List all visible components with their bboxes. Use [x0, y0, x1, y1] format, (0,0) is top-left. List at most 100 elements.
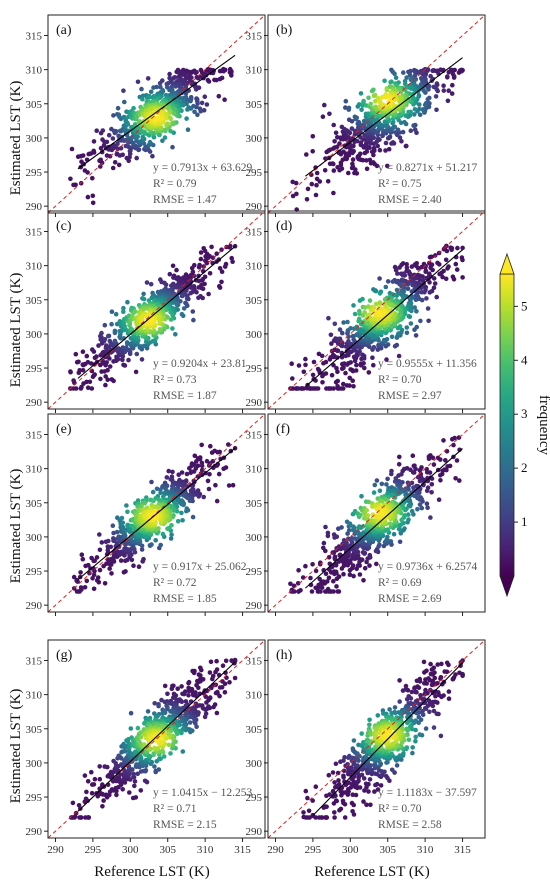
scatter-point-22 — [346, 170, 351, 176]
scatter-point-21 — [458, 663, 463, 669]
scatter-point-159 — [356, 778, 361, 784]
scatter-point-5 — [301, 810, 306, 815]
scatter-point-114 — [336, 778, 341, 783]
scatter-point-150 — [331, 122, 337, 128]
scatter-point-72 — [367, 157, 373, 163]
scatter-point-11 — [314, 182, 319, 188]
x-tick-label: 295 — [85, 844, 102, 856]
scatter-point-301 — [371, 128, 377, 133]
scatter-point-83 — [217, 693, 222, 699]
scatter-point-224 — [131, 771, 136, 777]
scatter-point-358 — [124, 503, 129, 508]
scatter-point-211 — [139, 547, 145, 552]
scatter-point-470 — [168, 317, 174, 322]
scatter-point-18 — [322, 168, 328, 173]
scatter-point-142 — [416, 685, 422, 690]
scatter-point-391 — [408, 321, 414, 326]
scatter-point-119 — [419, 264, 424, 270]
scatter-point-93 — [427, 677, 433, 683]
scatter-point-168 — [410, 470, 416, 475]
y-tick-label: 310 — [26, 261, 43, 273]
scatter-point-101 — [348, 367, 353, 372]
scatter-point-273 — [122, 99, 127, 105]
scatter-point-240 — [342, 755, 347, 760]
scatter-point-33 — [331, 386, 336, 391]
y-tick-label: 305 — [246, 295, 263, 307]
scatter-point-72 — [350, 378, 356, 384]
scatter-point-251 — [107, 338, 113, 344]
scatter-point-236 — [111, 113, 116, 118]
scatter-point-219 — [113, 129, 119, 134]
scatter-point-390 — [175, 518, 181, 524]
scatter-point-230 — [438, 733, 444, 739]
scatter-point-71 — [428, 671, 434, 677]
scatter-point-86 — [337, 141, 342, 146]
scatter-point-444 — [385, 491, 390, 496]
scatter-point-36 — [227, 680, 232, 685]
scatter-point-477 — [361, 98, 366, 104]
scatter-point-53 — [323, 571, 329, 577]
scatter-point-6 — [68, 176, 73, 182]
scatter-point-356 — [173, 332, 178, 337]
scatter-point-68 — [193, 70, 198, 76]
scatter-point-54 — [92, 372, 97, 377]
scatter-point-31 — [449, 247, 454, 253]
scatter-point-393 — [150, 95, 156, 100]
scatter-point-309 — [156, 767, 162, 772]
scatter-point-160 — [378, 783, 384, 788]
scatter-point-446 — [141, 129, 147, 135]
scatter-point-235 — [404, 697, 410, 702]
scatter-point-64 — [109, 377, 115, 382]
scatter-point-145 — [374, 561, 379, 567]
scatter-point-147 — [322, 102, 327, 108]
scatter-point-257 — [179, 293, 185, 299]
scatter-point-172 — [404, 268, 409, 274]
y-tick-label: 315 — [26, 655, 43, 667]
scatter-point-343 — [113, 311, 119, 317]
scatter-point-138 — [365, 144, 371, 150]
scatter-point-481 — [171, 107, 177, 113]
scatter-point-58 — [429, 667, 435, 672]
scatter-point-351 — [341, 320, 346, 325]
scatter-point-459 — [392, 495, 398, 500]
scatter-point-182 — [345, 129, 351, 134]
scatter-point-132 — [423, 269, 429, 275]
scatter-point-556 — [165, 121, 170, 126]
scatter-point-24 — [335, 165, 340, 170]
scatter-point-117 — [320, 114, 326, 119]
scatter-point-70 — [73, 351, 79, 357]
scatter-point-171 — [105, 764, 110, 770]
y-tick-label: 290 — [246, 600, 263, 612]
scatter-point-129 — [439, 694, 444, 700]
scatter-point-46 — [442, 669, 448, 674]
scatter-point-255 — [134, 351, 140, 357]
scatter-point-84 — [357, 572, 363, 577]
panel-label: (a) — [56, 23, 72, 38]
scatter-point-99 — [136, 564, 142, 569]
scatter-point-336 — [372, 482, 378, 488]
scatter-point-435 — [169, 523, 174, 528]
scatter-point-141 — [169, 686, 175, 692]
scatter-point-19 — [304, 152, 309, 157]
scatter-point-185 — [361, 776, 367, 781]
scatter-point-170 — [200, 706, 206, 711]
scatter-point-628 — [380, 102, 386, 108]
scatter-point-548 — [380, 499, 385, 504]
scatter-point-70 — [430, 455, 436, 461]
r2-text: R² = 0.71 — [153, 803, 197, 815]
scatter-point-566 — [362, 310, 367, 315]
scatter-point-35 — [336, 589, 342, 594]
scatter-point-5 — [313, 192, 319, 198]
y-tick-label: 315 — [26, 30, 43, 42]
scatter-point-130 — [167, 271, 173, 277]
scatter-point-34 — [91, 572, 97, 578]
scatter-point-74 — [217, 285, 223, 290]
scatter-point-32 — [84, 379, 89, 385]
scatter-point-11 — [319, 815, 325, 820]
scatter-points — [68, 243, 238, 391]
scatter-point-260 — [151, 85, 156, 90]
scatter-point-36 — [439, 661, 444, 667]
scatter-point-98 — [341, 365, 346, 371]
scatter-point-215 — [195, 101, 200, 106]
